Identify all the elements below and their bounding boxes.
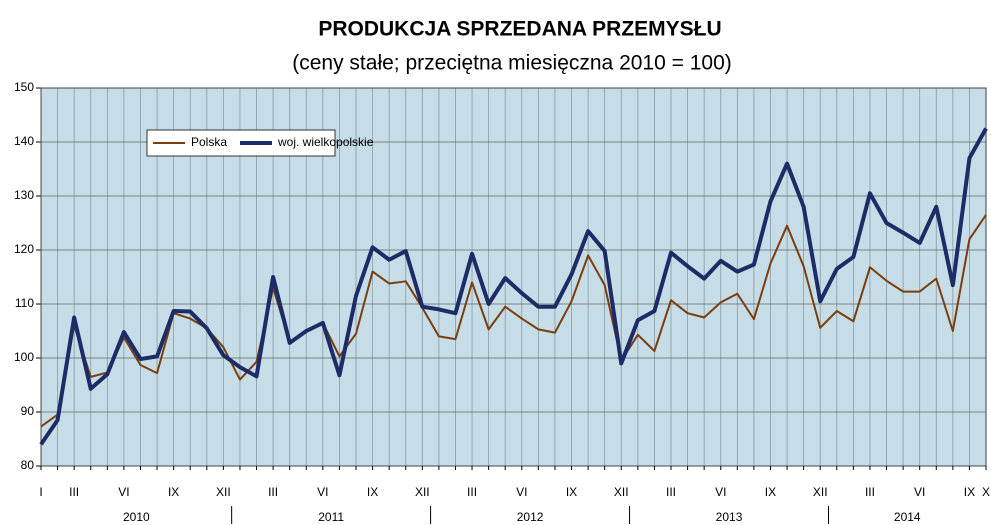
x-tick-label: VI bbox=[317, 485, 328, 499]
y-tick-label: 120 bbox=[14, 242, 34, 256]
y-tick-label: 140 bbox=[14, 134, 34, 148]
x-tick-label: XII bbox=[415, 485, 430, 499]
x-tick-label: VI bbox=[118, 485, 129, 499]
x-tick-label: XII bbox=[813, 485, 828, 499]
chart-title: PRODUKCJA SPRZEDANA PRZEMYSŁU bbox=[318, 18, 721, 41]
year-label: 2010 bbox=[123, 510, 150, 524]
x-tick-label: IX bbox=[168, 485, 179, 499]
x-tick-label: IX bbox=[367, 485, 378, 499]
x-tick-label: X bbox=[982, 485, 990, 499]
x-tick-label: III bbox=[69, 485, 79, 499]
x-tick-label: XII bbox=[614, 485, 629, 499]
y-tick-label: 100 bbox=[14, 350, 34, 364]
year-label: 2012 bbox=[517, 510, 544, 524]
plot-frame bbox=[40, 87, 987, 467]
series-line bbox=[40, 214, 987, 428]
y-tick-label: 90 bbox=[21, 404, 35, 418]
series-line bbox=[39, 127, 988, 446]
x-tick-label: I bbox=[39, 485, 42, 499]
year-label: 2014 bbox=[894, 510, 921, 524]
x-tick-label: IX bbox=[566, 485, 577, 499]
y-tick-label: 130 bbox=[14, 188, 34, 202]
x-tick-label: III bbox=[666, 485, 676, 499]
year-label: 2013 bbox=[716, 510, 743, 524]
x-tick-label: IX bbox=[964, 485, 975, 499]
y-tick-label: 150 bbox=[14, 80, 34, 94]
x-tick-label: VI bbox=[715, 485, 726, 499]
x-tick-label: IX bbox=[765, 485, 776, 499]
x-tick-label: XII bbox=[216, 485, 231, 499]
legend-label: woj. wielkopolskie bbox=[277, 135, 374, 149]
x-tick-label: III bbox=[467, 485, 477, 499]
x-tick-label: VI bbox=[516, 485, 527, 499]
x-tick-label: III bbox=[268, 485, 278, 499]
x-tick-label: VI bbox=[914, 485, 925, 499]
y-tick-label: 80 bbox=[21, 458, 35, 472]
year-label: 2011 bbox=[318, 510, 344, 524]
chart-subtitle: (ceny stałe; przeciętna miesięczna 2010 … bbox=[292, 52, 732, 75]
x-tick-label: III bbox=[865, 485, 875, 499]
legend-label: Polska bbox=[191, 135, 227, 149]
y-tick-label: 110 bbox=[15, 296, 34, 310]
